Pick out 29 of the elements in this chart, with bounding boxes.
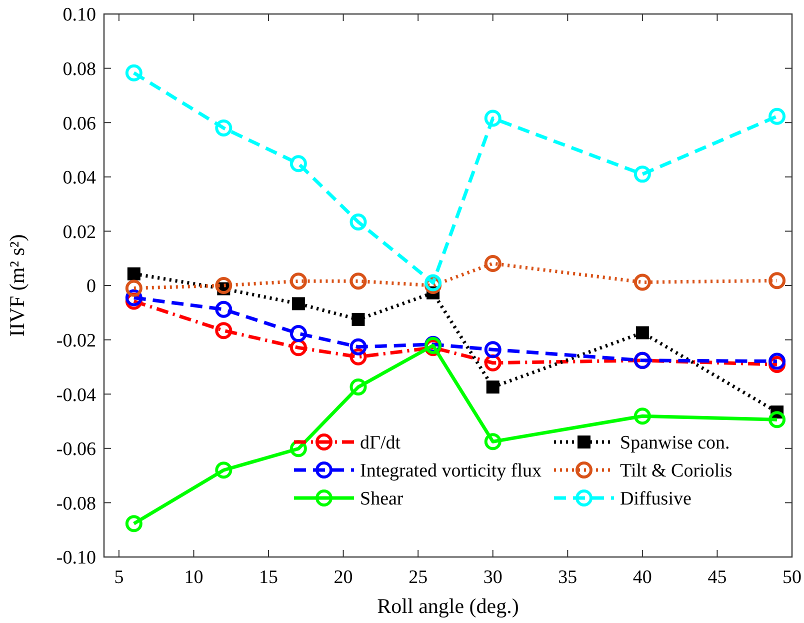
legend-label: Spanwise con. [620, 432, 730, 454]
x-tick-label: 5 [114, 567, 124, 588]
x-tick-label: 40 [632, 567, 652, 588]
legend-label: Shear [360, 488, 404, 510]
y-tick-label: 0 [86, 276, 96, 298]
x-tick-label: 15 [259, 567, 278, 588]
legend-label: Integrated vorticity flux [360, 460, 542, 482]
y-tick-label: 0.08 [62, 58, 96, 80]
y-tick-label: -0.04 [56, 384, 96, 406]
x-tick-label: 25 [408, 567, 428, 588]
y-tick-label: -0.10 [56, 548, 96, 569]
x-tick-label: 50 [782, 567, 802, 588]
x-tick-label: 20 [334, 567, 353, 588]
x-tick-label: 45 [708, 567, 727, 588]
x-tick-label: 10 [184, 567, 204, 588]
x-tick-label: 35 [558, 567, 578, 588]
y-tick-label: -0.08 [56, 493, 96, 514]
x-axis-title: Roll angle (deg.) [377, 594, 519, 618]
legend-label: dΓ/dt [360, 432, 402, 454]
y-tick-label: 0.02 [62, 222, 96, 243]
legend-label: Tilt & Coriolis [620, 460, 732, 482]
y-tick-label: 0.10 [62, 4, 96, 26]
x-tick-label: 30 [483, 567, 502, 588]
y-axis-title: IIVF (m² s²) [5, 234, 29, 337]
y-tick-label: 0.04 [62, 168, 96, 189]
y-tick-label: -0.02 [56, 330, 96, 352]
legend-label: Diffusive [620, 488, 692, 510]
y-tick-label: 0.06 [62, 113, 96, 134]
y-tick-label: -0.06 [56, 439, 96, 460]
